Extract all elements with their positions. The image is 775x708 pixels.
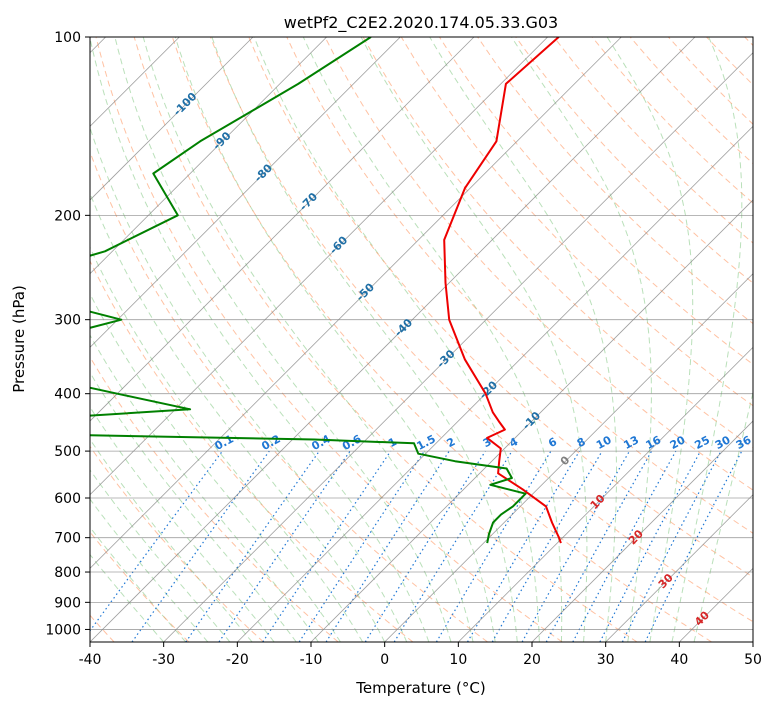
moist-adiabat xyxy=(90,37,430,642)
x-tick-label: 30 xyxy=(597,652,615,668)
isotherm xyxy=(90,37,401,348)
mixing-ratio-label: 25 xyxy=(692,433,712,452)
mixing-ratio-line xyxy=(466,450,580,642)
moist-adiabat xyxy=(90,498,209,642)
moist-adiabat xyxy=(693,390,753,642)
y-tick-label: 600 xyxy=(54,491,81,507)
isotherm xyxy=(90,37,548,496)
mixing-ratio-line xyxy=(599,450,702,642)
plot-area: -100-90-80-70-60-50-40-30-20-10010203040… xyxy=(90,37,754,642)
isotherm xyxy=(90,37,254,201)
isotherm xyxy=(163,52,753,642)
moist-adiabat xyxy=(671,37,743,642)
dewpoint-profile xyxy=(90,37,527,544)
pressure-gridlines xyxy=(90,37,753,630)
x-tick-label: 0 xyxy=(380,652,389,668)
isotherm xyxy=(90,37,327,275)
moist-adiabat xyxy=(90,553,165,642)
isotherm xyxy=(237,125,753,642)
moist-adiabat xyxy=(142,37,474,642)
mixing-ratio-label: 30 xyxy=(713,433,733,452)
moist-adiabat xyxy=(606,37,694,642)
x-tick-label: -20 xyxy=(226,652,249,668)
moist-adiabat xyxy=(429,37,617,642)
y-tick-label: 900 xyxy=(54,595,81,611)
mixing-ratio-line xyxy=(364,450,486,642)
moist-adiabat xyxy=(114,37,452,642)
mixing-ratio-label: 36 xyxy=(734,433,754,452)
dry-adiabat xyxy=(95,37,563,642)
isotherm xyxy=(90,37,622,569)
mixing-ratio-label: 13 xyxy=(621,433,641,452)
moist-adiabat xyxy=(90,192,386,642)
y-axis-title: Pressure (hPa) xyxy=(10,285,28,393)
mixing-ratio-label: 20 xyxy=(668,433,688,452)
moist-adiabat xyxy=(90,292,341,642)
moist-adiabat xyxy=(90,126,408,642)
mixing-ratio-label: 10 xyxy=(594,433,614,452)
moist-adiabats xyxy=(90,37,753,642)
mixing-ratio-line xyxy=(325,450,450,642)
dry-adiabat xyxy=(324,37,753,491)
moist-adiabat xyxy=(90,469,231,642)
moist-adiabat xyxy=(90,438,253,642)
temperature-profile xyxy=(443,37,562,544)
moist-adiabat xyxy=(511,37,652,642)
profile-lines xyxy=(90,37,562,544)
moist-adiabat xyxy=(253,37,540,642)
isotherm xyxy=(310,199,753,642)
dry-adiabat xyxy=(90,259,414,642)
y-tick-label: 1000 xyxy=(45,622,81,638)
isotherm xyxy=(90,37,696,642)
x-tick-label: 20 xyxy=(523,652,541,668)
moist-adiabat xyxy=(90,371,297,642)
y-tick-label: 300 xyxy=(54,313,81,329)
moist-adiabat xyxy=(174,37,496,642)
isotherm xyxy=(531,420,753,642)
dry-adiabat xyxy=(210,37,753,623)
isotherms xyxy=(90,37,753,642)
x-tick-label: 40 xyxy=(670,652,688,668)
mixing-ratio-line xyxy=(572,450,677,642)
y-tick-label: 700 xyxy=(54,531,81,547)
dry-adiabat xyxy=(515,37,753,284)
moist-adiabat xyxy=(360,37,588,642)
y-tick-label: 400 xyxy=(54,387,81,403)
x-tick-label: -40 xyxy=(79,652,102,668)
mixing-ratio-label: 16 xyxy=(644,433,664,452)
isotherm xyxy=(90,37,475,422)
y-tick-label: 200 xyxy=(54,208,81,224)
dry-adiabat xyxy=(133,37,638,642)
isotherm xyxy=(605,494,753,642)
moist-adiabat xyxy=(90,406,275,642)
moist-adiabat xyxy=(302,37,563,642)
mixing-ratio-line xyxy=(185,450,320,642)
isotherm xyxy=(384,273,753,642)
y-axis-ticks: 100 200 300 400 500 600 700 800 900 1000 xyxy=(45,30,90,638)
mixing-ratio-line xyxy=(298,450,425,642)
y-tick-label: 500 xyxy=(54,444,81,460)
y-tick-label: 100 xyxy=(54,30,81,46)
dry-adiabat xyxy=(286,37,753,534)
moist-adiabat xyxy=(90,246,364,642)
dry-adiabat xyxy=(90,445,264,642)
dry-adiabat xyxy=(248,37,753,578)
y-tick-label: 800 xyxy=(54,565,81,581)
x-tick-label: -30 xyxy=(152,652,175,668)
chart-title: wetPf2_C2E2.2020.174.05.33.G03 xyxy=(284,13,558,33)
mixing-ratio-line xyxy=(218,450,351,642)
x-tick-label: 10 xyxy=(449,652,467,668)
moist-adiabat xyxy=(90,334,319,642)
x-tick-label: -10 xyxy=(300,652,323,668)
plot-frame xyxy=(89,36,754,643)
x-axis-ticks: -40 -30 -20 -10 0 10 20 30 40 50 xyxy=(79,642,762,668)
x-tick-label: 50 xyxy=(744,652,762,668)
x-axis-title: Temperature (°C) xyxy=(355,679,485,697)
moist-adiabat xyxy=(211,37,518,642)
moist-adiabat xyxy=(90,526,187,642)
mixing-ratio-line xyxy=(262,450,392,642)
